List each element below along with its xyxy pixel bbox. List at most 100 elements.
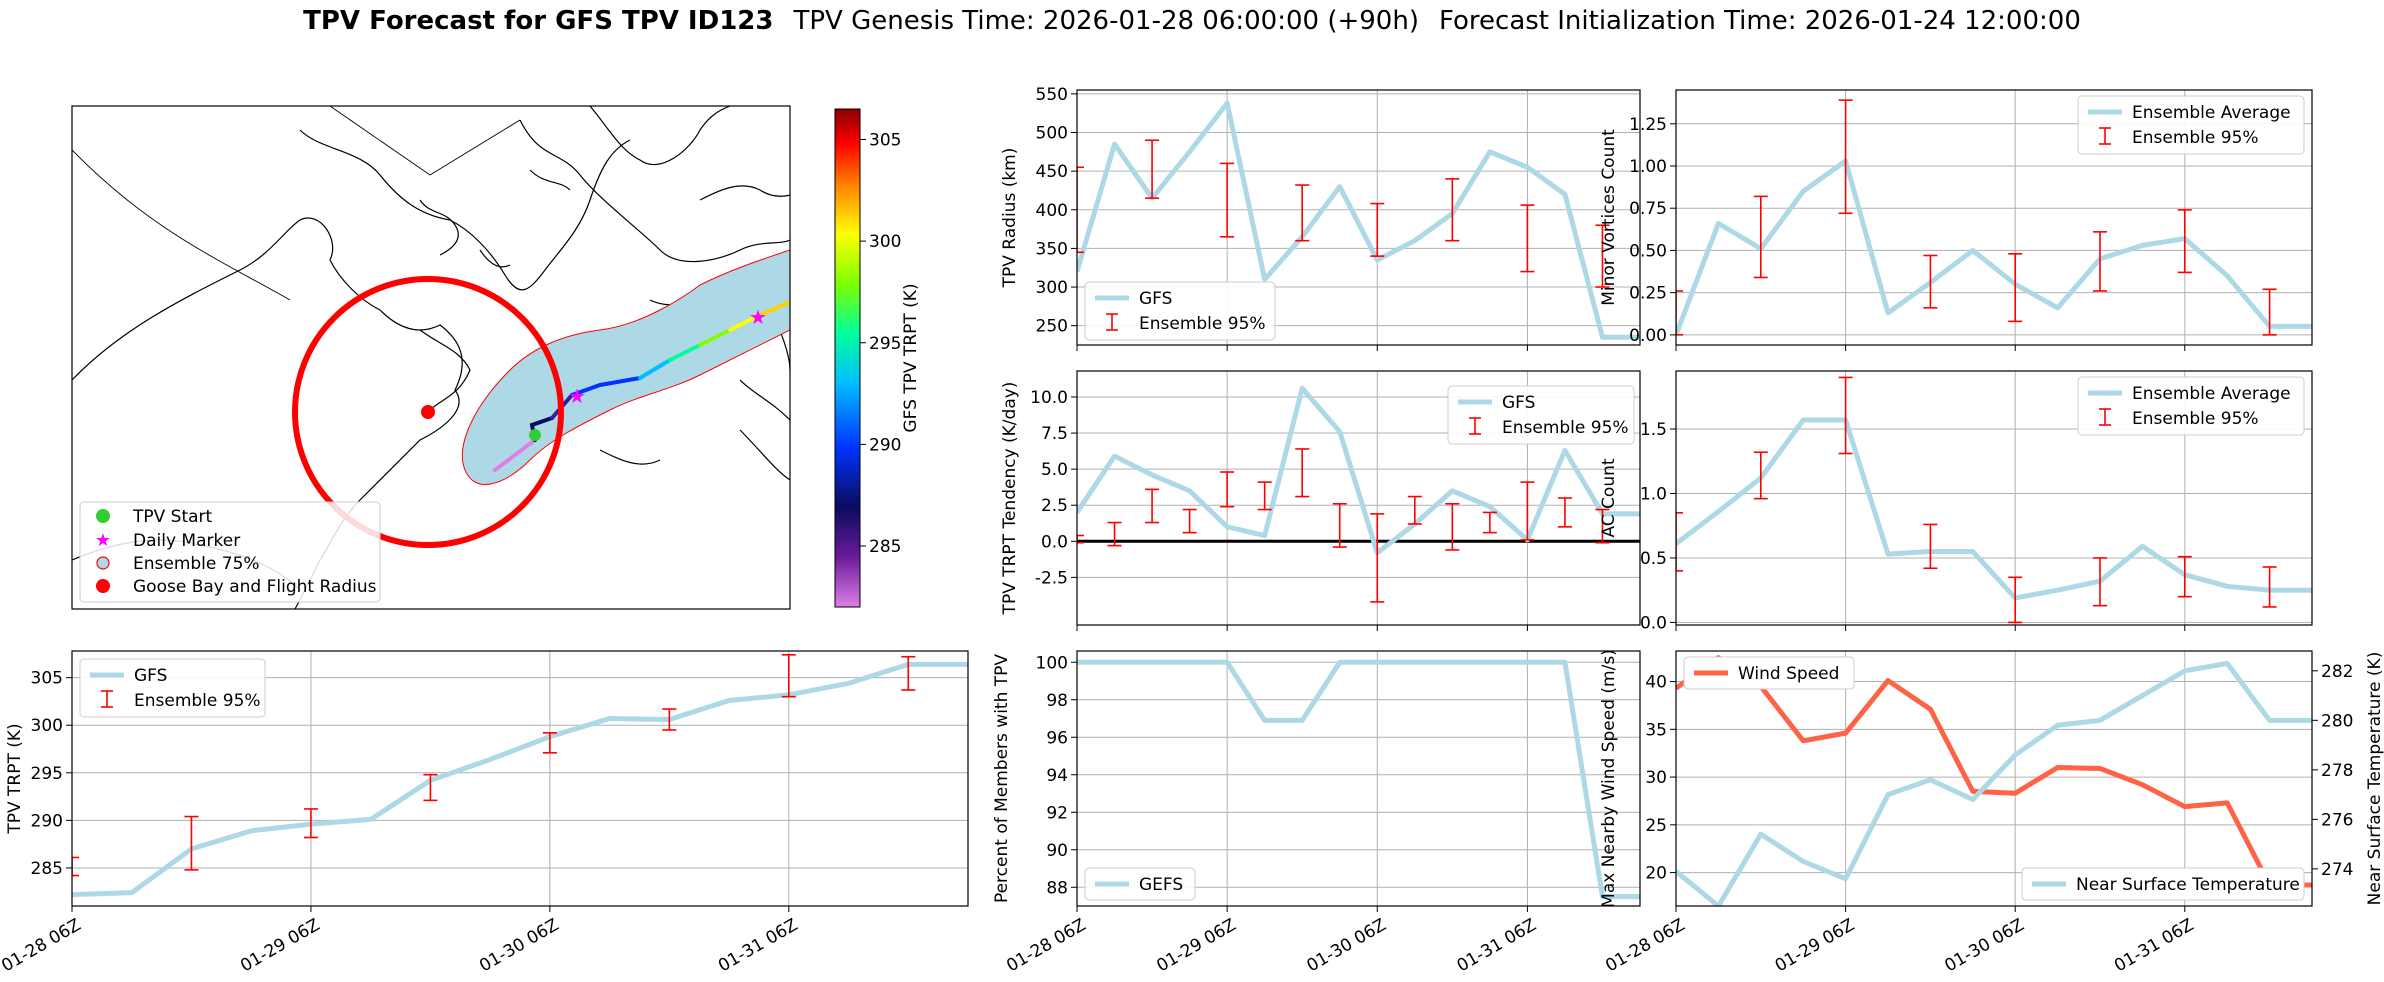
y-tick-label: 550 — [1036, 85, 1068, 105]
y-tick-label: 98 — [1046, 691, 1068, 711]
x-tick-label: 01-31 06Z — [715, 915, 801, 976]
legend-label-ensemble: Ensemble 95% — [1502, 418, 1629, 438]
legend-box — [2077, 376, 2305, 436]
legend-box — [2077, 95, 2305, 155]
legend-radius: GFS Ensemble 95% — [1084, 281, 1276, 341]
y-tick-label: 1.0 — [1640, 484, 1667, 504]
series-line-minor-0 — [1676, 158, 2312, 336]
legend-box — [1084, 867, 1196, 901]
y-tick-label: -2.5 — [1035, 568, 1068, 588]
x-tick-label: 01-28 06Z — [0, 915, 85, 976]
legend-label-wind: Wind Speed — [1738, 664, 1839, 684]
map-legend: ★ TPV Start Daily Marker Ensemble 75% Go… — [79, 501, 381, 603]
axes-frame-wind_temp — [1675, 650, 2313, 907]
legend-box — [1447, 385, 1635, 445]
legend-label-temp: Near Surface Temperature — [2076, 875, 2300, 895]
y-tick-label: 5.0 — [1041, 460, 1068, 480]
panel-percent: 88 90 92 94 96 98 100 01-28 06Z 01-29 06Z 01-30 0… — [992, 650, 1641, 976]
map-legend-daily: Daily Marker — [133, 531, 240, 551]
axes-frame-tendency — [1076, 370, 1641, 626]
y-tick-label: 290 — [31, 811, 63, 831]
y-tick-label: 10.0 — [1030, 388, 1068, 408]
panel-radius: 250 300 350 400 450 500 550 TPV Radius (km) GFS E… — [1000, 85, 1641, 351]
series-line-tendency-0 — [1077, 385, 1640, 556]
legend-label-series: GEFS — [1139, 875, 1183, 895]
legend-minor: Ensemble Average Ensemble 95% — [2077, 95, 2305, 155]
series-line-wind_temp-1 — [1676, 660, 2312, 906]
y-tick-label: 90 — [1046, 841, 1068, 861]
axes-frame-percent — [1076, 650, 1641, 907]
map-legend-goosebay: Goose Bay and Flight Radius — [133, 577, 377, 597]
y-tick-label: 96 — [1046, 728, 1068, 748]
y-axis-label: TPV Radius (km) — [1000, 148, 1020, 289]
plot-area-trpt — [72, 654, 968, 898]
flight-radius-circle — [292, 276, 564, 548]
legend-label-ensemble: Ensemble 95% — [2132, 409, 2259, 429]
y-tick-label: 0.75 — [1629, 199, 1667, 219]
axes-frame-ac — [1675, 370, 2313, 626]
legend-label-series: Ensemble Average — [2132, 384, 2291, 404]
y-tick-label: 88 — [1046, 878, 1068, 898]
map-legend-start: TPV Start — [132, 507, 213, 527]
series-line-percent-0 — [1077, 659, 1640, 900]
panel-wind_temp: 20 25 30 35 40 01-28 06Z 01-29 06Z 01-30 06Z 01-… — [1599, 649, 2384, 976]
y-tick-label: 450 — [1036, 162, 1068, 182]
axes-frame-minor — [1675, 89, 2313, 346]
axes-frame-radius — [1076, 89, 1641, 346]
plot-area-minor — [1676, 99, 2312, 336]
y-right-tick-label: 278 — [2321, 761, 2353, 781]
x-tick-label: 01-28 06Z — [1602, 915, 1688, 976]
plot-area-radius — [1077, 100, 1640, 340]
plot-area-tendency — [1077, 385, 1640, 603]
legend-box — [79, 658, 266, 718]
x-tick-label: 01-31 06Z — [1454, 915, 1540, 976]
panel-minor: 0.00 0.25 0.50 0.75 1.00 1.25 Minor Vortices C… — [1599, 89, 2313, 351]
y-tick-label: 92 — [1046, 803, 1068, 823]
legend-label-series: GFS — [134, 666, 167, 686]
legend-label-ensemble: Ensemble 95% — [1139, 314, 1266, 334]
legend-wind: Wind Speed — [1683, 656, 1855, 690]
y-tick-label: 1.25 — [1629, 115, 1667, 135]
errorbars-trpt — [72, 654, 916, 877]
y-right-tick-label: 276 — [2321, 810, 2353, 830]
errorbars-tendency — [1077, 448, 1610, 603]
legend-ac: Ensemble Average Ensemble 95% — [2077, 376, 2305, 436]
panel-trpt: 285 290 295 300 305 01-28 06Z 01-29 06Z 01-30 0… — [0, 650, 969, 976]
y-tick-label: 20 — [1645, 864, 1667, 884]
title-init: Forecast Initialization Time: 2026-01-24… — [1438, 6, 2081, 36]
y-tick-label: 7.5 — [1041, 424, 1068, 444]
y-right-tick-label: 280 — [2321, 711, 2353, 731]
y-tick-label: 25 — [1645, 816, 1667, 836]
legend-temp: Near Surface Temperature — [2021, 867, 2305, 901]
figure-title: TPV Forecast for GFS TPV ID123 TPV Genesi… — [0, 6, 2384, 36]
legend-label-series: GFS — [1502, 393, 1535, 413]
y-tick-label: 35 — [1645, 720, 1667, 740]
x-tick-label: 01-30 06Z — [1941, 915, 2027, 976]
y-tick-label: 350 — [1036, 239, 1068, 259]
legend-label-series: GFS — [1139, 289, 1172, 309]
series-line-radius-0 — [1077, 100, 1640, 340]
colorbar — [834, 108, 861, 608]
daily-marker-2: ★ — [749, 305, 767, 329]
y-tick-label: 295 — [31, 764, 63, 784]
y-tick-label: 0.0 — [1640, 613, 1667, 633]
daily-marker-1: ★ — [568, 384, 586, 408]
svg-text:★: ★ — [95, 530, 111, 551]
colorbar-tick-label: 295 — [869, 334, 901, 354]
y-tick-label: 250 — [1036, 317, 1068, 337]
legend-label-series: Ensemble Average — [2132, 103, 2291, 123]
colorbar-tick-label: 290 — [869, 435, 901, 455]
y-tick-label: 30 — [1645, 768, 1667, 788]
plot-area-percent — [1077, 659, 1640, 900]
title-genesis: TPV Genesis Time: 2026-01-28 06:00:00 (+… — [793, 6, 1419, 36]
y-tick-label: 94 — [1046, 766, 1068, 786]
y-axis-label: Minor Vortices Count — [1599, 129, 1619, 306]
y-tick-label: 500 — [1036, 124, 1068, 144]
x-tick-label: 01-31 06Z — [2111, 915, 2197, 976]
x-tick-label: 01-29 06Z — [237, 915, 323, 976]
series-line-trpt-0 — [72, 661, 968, 898]
panel-tendency: -2.5 0.0 2.5 5.0 7.5 10.0 TPV TRPT Tendency (K… — [1000, 370, 1641, 631]
y-tick-label: 285 — [31, 859, 63, 879]
tpv-track-map: ★ ★ ★ TPV Start Daily Marker Ensemble 75… — [71, 105, 921, 610]
y-tick-label: 40 — [1645, 673, 1667, 693]
